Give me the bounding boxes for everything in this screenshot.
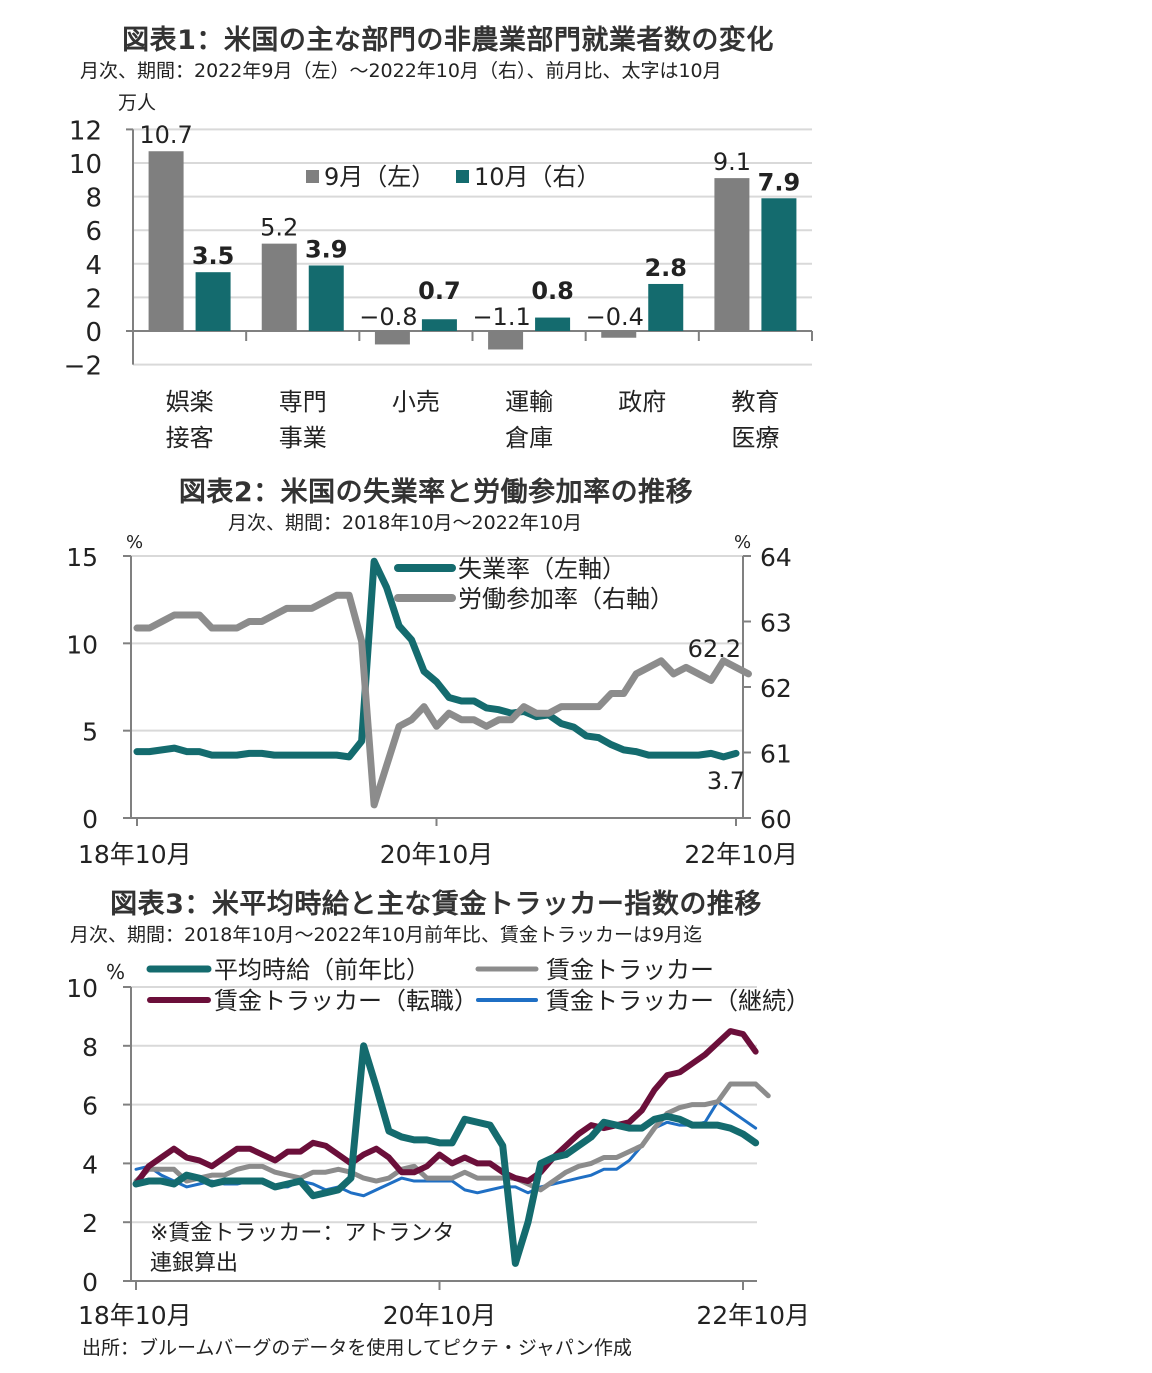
data-label-september: 10.7 [139,121,192,149]
data-label-september: −0.8 [359,303,417,331]
chart1-title: 図表1：米国の主な部門の非農業部門就業者数の変化 [122,25,774,56]
y-tick-label: 0 [82,1268,98,1297]
x-category-label: 運輸 [505,388,553,416]
y-tick-label: 8 [82,1033,98,1062]
legend-label-wtj: 賃金トラッカー（転職） [214,987,478,1015]
legend-swatch-september [306,170,319,183]
x-category-label: 医療 [731,424,779,452]
x-category-label: 小売 [392,388,440,416]
line-participation-rate [133,591,752,809]
left-y-unit: % [126,532,143,553]
right-y-tick-label: 62 [760,674,792,703]
chart3-title: 図表3：米平均時給と主な賃金トラッカー指数の推移 [110,889,762,920]
bar-september [714,178,750,331]
y-tick-label: 2 [82,1209,98,1238]
data-label-september: −1.1 [472,303,530,331]
y-tick-label: −2 [64,352,102,382]
data-label-september: −0.4 [586,303,644,331]
legend-label-unemployment: 失業率（左軸） [458,555,626,583]
bar-october [308,265,344,331]
note-line-2: 連銀算出 [150,1251,238,1276]
legend-label-participation: 労働参加率（右軸） [458,585,674,613]
chart2-line-chart: 0 5 10 15 60 61 62 63 64% % 18年10月 20年10月 22年10月 失業率（… [66,532,798,869]
right-y-tick-label: 63 [760,609,792,638]
x-tick-label: 20年10月 [383,1301,497,1330]
left-y-tick-label: 10 [66,630,98,659]
left-y-tick-label: 0 [82,805,98,834]
bar-october [648,283,684,331]
annotation-participation-latest: 62.2 [688,635,741,663]
data-label-october: 3.5 [192,242,235,270]
line-average-hourly-earnings [132,1042,760,1267]
legend-swatch-october [456,170,469,183]
x-tick-label: 18年10月 [78,1301,192,1330]
bar-october [761,198,797,331]
bar-october [421,319,457,331]
chart3-subtitle: 月次、期間：2018年10月～2022年10月前年比、賃金トラッカーは9月迄 [70,924,703,946]
bar-september [261,243,297,331]
y-tick-label: 10 [69,150,102,180]
bar-october [535,317,571,331]
legend-label-wtc: 賃金トラッカー（継続） [546,987,810,1015]
left-y-tick-label: 5 [82,718,98,747]
y-tick-label: 6 [85,217,102,247]
x-tick-label: 20年10月 [380,840,494,869]
x-tick-label: 22年10月 [684,840,798,869]
x-tick-label: 22年10月 [696,1301,810,1330]
x-category-label: 接客 [166,424,214,452]
legend-label-october: 10月（右） [474,163,601,191]
bar-september [374,331,410,345]
data-label-september: 9.1 [713,148,751,176]
x-category-label: 教育 [731,388,779,416]
bar-september [601,331,637,338]
legend-label-september: 9月（左） [324,163,435,191]
right-y-tick-label: 60 [760,805,792,834]
left-y-tick-label: 15 [66,543,98,572]
source-note: 出所：ブルームバーグのデータを使用してピクテ・ジャパン作成 [82,1337,632,1359]
bar-september [148,151,184,331]
data-label-september: 5.2 [260,214,298,242]
x-category-label: 倉庫 [505,424,553,452]
legend-label-wt: 賃金トラッカー [546,956,714,984]
data-label-october: 0.7 [418,277,461,305]
y-tick-label: 4 [82,1150,98,1179]
y-tick-label: 10 [66,974,98,1003]
y-tick-label: 8 [85,184,102,214]
y-tick-label: 0 [85,318,102,348]
y-tick-label: 4 [85,251,102,281]
note-line-1: ※賃金トラッカー：アトランタ [150,1221,454,1246]
chart2-subtitle: 月次、期間：2018年10月～2022年10月 [228,512,583,534]
y-tick-label: 2 [85,284,102,314]
x-category-label: 専門 [279,388,327,416]
data-label-october: 7.9 [758,168,801,196]
right-y-tick-label: 64 [760,543,792,572]
x-tick-label: 18年10月 [78,840,192,869]
legend-label-ahe: 平均時給（前年比） [214,956,430,984]
y-tick-label: 6 [82,1092,98,1121]
right-y-tick-label: 61 [760,740,792,769]
chart1-ylabel: 万人 [118,92,157,114]
y-tick-label: 12 [69,116,102,146]
line-wage-tracker-job-switcher [133,1028,759,1187]
x-category-label: 事業 [279,424,327,452]
bar-september [488,331,524,350]
data-label-october: 0.8 [531,277,574,305]
right-y-unit: % [734,532,751,553]
data-label-october: 3.9 [305,235,348,263]
x-category-label: 娯楽 [166,388,214,416]
annotation-unemployment-latest: 3.7 [707,767,745,795]
line-unemployment-rate [133,557,740,761]
chart1-subtitle: 月次、期間：2022年9月（左）～2022年10月（右）、前月比、太字は10月 [80,60,722,82]
data-label-october: 2.8 [644,254,687,282]
bar-october [195,272,231,331]
y-unit: % [106,960,125,984]
x-category-label: 政府 [618,388,666,416]
chart2-title: 図表2：米国の失業率と労働参加率の推移 [178,477,694,508]
